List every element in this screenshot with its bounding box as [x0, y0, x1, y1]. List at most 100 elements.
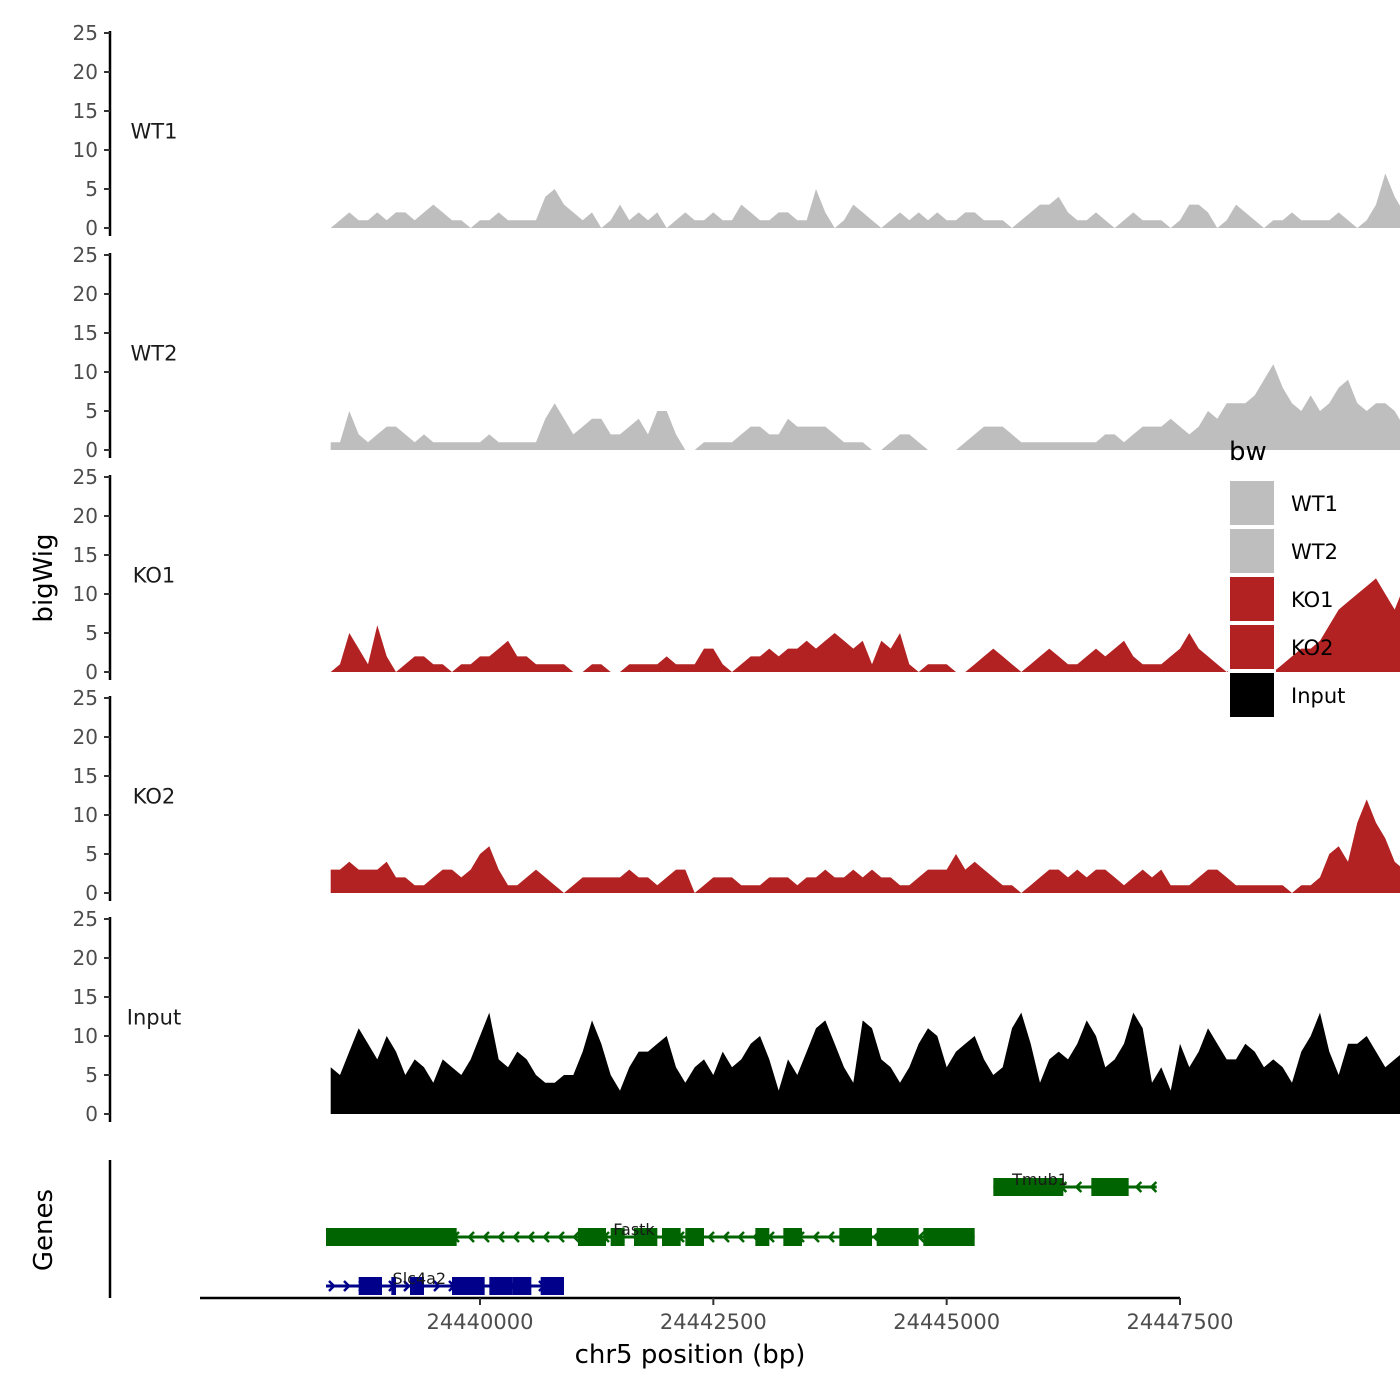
strand-arrow [482, 1231, 490, 1243]
strand-arrow [812, 1231, 820, 1243]
legend-swatch-wt2 [1228, 527, 1276, 575]
exon [578, 1228, 606, 1246]
track-label: Input [127, 1006, 181, 1030]
strand-arrow [403, 1280, 411, 1292]
exon [634, 1228, 658, 1246]
gene-label: Tmub1 [1011, 1170, 1068, 1189]
legend-title: bw [1229, 437, 1267, 467]
y-tick-label: 25 [73, 907, 98, 931]
exon [540, 1277, 564, 1295]
strand-arrow [707, 1231, 715, 1243]
y-tick-label: 5 [85, 399, 98, 423]
exon [391, 1277, 396, 1295]
track-panels: 0510152025WT10510152025WT20510152025KO10… [73, 21, 1400, 1126]
legend-label-ko2: KO2 [1291, 636, 1334, 660]
x-tick-label: 24445000 [893, 1310, 1000, 1334]
legend-label-wt2: WT2 [1291, 540, 1338, 564]
exon [993, 1178, 1064, 1196]
gene-label: Slc4a2 [393, 1269, 447, 1288]
y-tick-label: 25 [73, 243, 98, 267]
y-tick-label: 0 [85, 660, 98, 684]
y-tick-label: 25 [73, 21, 98, 45]
strand-arrow [512, 1231, 520, 1243]
track-label: KO1 [133, 564, 176, 588]
y-tick-label: 10 [73, 803, 98, 827]
gene-track: Tmub1 Fastk Slc4a2 [108, 1160, 1158, 1298]
area-wt2 [330, 364, 1400, 450]
track-label: KO2 [133, 785, 176, 809]
strand-arrow [328, 1280, 336, 1292]
y-tick-label: 0 [85, 1102, 98, 1126]
exon [610, 1228, 625, 1246]
y-tick-label: 5 [85, 621, 98, 645]
y-tick-label: 15 [73, 99, 98, 123]
exon [410, 1277, 424, 1295]
genes-axis-label: Genes [29, 1189, 59, 1271]
y-tick-label: 5 [85, 1063, 98, 1087]
legend-swatch-ko1 [1228, 575, 1276, 623]
exon [326, 1228, 457, 1246]
y-tick-label: 15 [73, 543, 98, 567]
legend-swatch-input [1228, 671, 1276, 719]
exon [755, 1228, 770, 1246]
gene-tmub1: Tmub1 [993, 1170, 1158, 1196]
y-tick-label: 15 [73, 321, 98, 345]
x-tick-label: 24442500 [660, 1310, 767, 1334]
track-label: WT1 [131, 120, 178, 144]
strand-arrow [467, 1231, 475, 1243]
y-tick-label: 10 [73, 1024, 98, 1048]
track-label: WT2 [131, 342, 178, 366]
strand-arrow [1134, 1181, 1143, 1193]
y-tick-label: 5 [85, 177, 98, 201]
legend-label-ko1: KO1 [1291, 588, 1334, 612]
exon [452, 1277, 485, 1295]
strand-arrow [557, 1231, 565, 1243]
strand-arrow [737, 1231, 745, 1243]
area-input [330, 1012, 1400, 1114]
y-tick-label: 0 [85, 881, 98, 905]
y-tick-label: 20 [73, 60, 98, 84]
exon [783, 1228, 802, 1246]
y-tick-label: 0 [85, 216, 98, 240]
area-wt1 [330, 173, 1400, 228]
strand-arrow [827, 1231, 835, 1243]
panel-wt1: 0 5 10 15 20 25 WT1 [73, 21, 1400, 240]
y-tick-label: 15 [73, 764, 98, 788]
gene-label: Fastk [613, 1220, 655, 1239]
y-tick-label: 20 [73, 504, 98, 528]
exon [489, 1277, 513, 1295]
strand-arrow [1074, 1181, 1083, 1193]
y-tick-label: 20 [73, 946, 98, 970]
legend-label-wt1: WT1 [1291, 492, 1338, 516]
x-tick-label: 24440000 [427, 1310, 534, 1334]
exon [839, 1228, 872, 1246]
strand-arrow [542, 1231, 550, 1243]
strand-arrow [722, 1231, 730, 1243]
y-axis-label: bigWig [29, 533, 59, 622]
area-ko1 [330, 578, 1400, 672]
y-tick-label: 25 [73, 465, 98, 489]
exon [358, 1277, 382, 1295]
legend-swatch-wt1 [1228, 479, 1276, 527]
exon [923, 1228, 975, 1246]
strand-arrow [433, 1280, 441, 1292]
y-tick-label: 15 [73, 985, 98, 1009]
exon [1091, 1178, 1129, 1196]
panel-ko2: 0 5 10 15 20 25 KO2 [73, 686, 1400, 905]
legend-swatch-ko2 [1228, 623, 1276, 671]
gene-fastk: Fastk [326, 1220, 975, 1246]
x-axis-label: chr5 position (bp) [575, 1340, 806, 1370]
x-axis: 24440000 24442500 24445000 24447500 [200, 1296, 1234, 1334]
strand-arrow [497, 1231, 505, 1243]
gene-slc4a2: Slc4a2 [326, 1269, 564, 1295]
y-tick-label: 10 [73, 582, 98, 606]
y-tick-label: 20 [73, 725, 98, 749]
legend-label-input: Input [1291, 684, 1345, 708]
strand-arrow [527, 1231, 535, 1243]
strand-arrow [343, 1280, 351, 1292]
x-tick-label: 24447500 [1127, 1310, 1234, 1334]
exon [512, 1277, 532, 1295]
exon [876, 1228, 919, 1246]
panel-ko1: 0 5 10 15 20 25 KO1 [73, 465, 1400, 684]
y-tick-label: 20 [73, 282, 98, 306]
